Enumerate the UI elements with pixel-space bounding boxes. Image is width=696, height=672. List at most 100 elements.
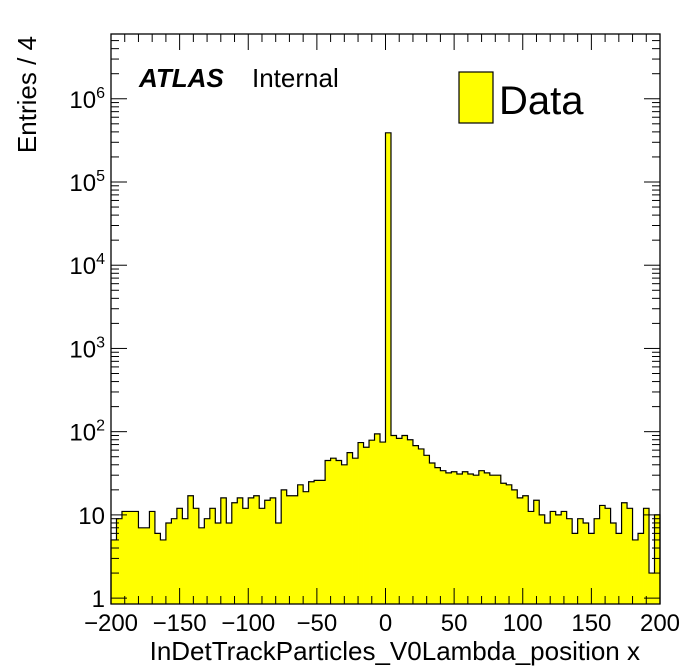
y-tick-label: 1: [92, 586, 105, 613]
histogram-bar: [390, 435, 397, 604]
histogram-bar: [138, 527, 145, 604]
histogram-bar: [319, 480, 326, 604]
histogram-bar: [434, 467, 441, 604]
x-tick-label: −100: [221, 610, 275, 637]
histogram-bar: [440, 470, 447, 604]
histogram-bar: [374, 433, 381, 604]
histogram-bar: [385, 132, 392, 604]
histogram-bar: [533, 500, 540, 604]
histogram-bar: [369, 440, 375, 604]
histogram-bar: [248, 497, 255, 604]
histogram-bar: [226, 522, 233, 604]
histogram-bar: [467, 474, 474, 604]
histogram-bar: [429, 463, 436, 604]
histogram-bar: [198, 527, 205, 604]
histogram-bar: [517, 497, 524, 604]
axis-ticks: [110, 33, 661, 604]
histogram-bar: [649, 573, 655, 604]
y-tick-label: 105: [69, 168, 105, 197]
histogram-bar: [182, 518, 189, 604]
histogram-bar: [418, 448, 425, 604]
histogram-bar: [165, 522, 172, 604]
histogram-bar: [621, 502, 628, 604]
histogram-bar: [281, 489, 288, 604]
x-tick-label: −50: [297, 610, 338, 637]
histogram-bar: [292, 495, 299, 604]
histogram-bar: [478, 470, 485, 604]
histogram-bar: [544, 522, 551, 604]
histogram-bar: [204, 518, 211, 604]
x-tick-label: 0: [379, 610, 392, 637]
histogram-bar: [314, 480, 321, 604]
histogram-bar: [627, 508, 633, 604]
histogram-bar: [654, 514, 661, 604]
histogram-bar: [561, 511, 568, 604]
histogram-bar: [401, 435, 408, 604]
histogram-bar: [231, 502, 238, 604]
histogram-bar: [127, 511, 134, 604]
legend-label: Data: [499, 79, 584, 123]
histogram-bar: [187, 495, 194, 604]
y-tick-label: 10: [78, 503, 105, 530]
y-tick-label: 104: [69, 251, 105, 280]
histogram-bar: [555, 514, 562, 604]
histogram-bar: [462, 471, 469, 604]
histogram-bar: [528, 511, 535, 604]
histogram-bar: [495, 475, 502, 604]
histogram-bar: [550, 511, 557, 604]
histogram-bar: [209, 508, 216, 604]
histogram-bar: [605, 508, 611, 604]
histogram-bar: [143, 527, 150, 604]
histogram-bar: [539, 514, 546, 604]
x-tick-label: 100: [503, 610, 543, 637]
histogram-bar: [242, 508, 249, 604]
histogram-bar: [259, 508, 266, 604]
histogram-bar: [522, 495, 529, 604]
histogram-bar: [352, 458, 359, 604]
histogram-bar: [616, 533, 622, 604]
y-tick-label: 102: [69, 418, 105, 447]
histogram-bar: [500, 483, 507, 604]
histogram-bar: [116, 518, 123, 604]
x-tick-label: −150: [153, 610, 207, 637]
histogram-bar: [451, 471, 458, 604]
legend-swatch: [458, 71, 494, 124]
histogram-bar: [347, 452, 353, 604]
histogram-bar: [220, 497, 227, 604]
histogram-bar: [149, 511, 156, 604]
histogram-bar: [572, 533, 579, 604]
y-axis-label: Entries / 4: [12, 36, 42, 153]
histogram-bar: [297, 484, 304, 604]
histogram-bar: [610, 522, 617, 604]
histogram-bar: [275, 522, 282, 604]
histogram-bar: [445, 472, 452, 604]
histogram-outline: [110, 132, 661, 604]
histogram-bar: [330, 458, 337, 604]
histogram-bar: [484, 472, 491, 604]
histogram-bar: [577, 518, 584, 604]
histogram-bar: [237, 497, 244, 604]
histogram-bar: [215, 522, 222, 604]
x-tick-label: 50: [441, 610, 468, 637]
y-tick-label: 103: [69, 334, 105, 363]
histogram-bar: [594, 518, 601, 604]
x-tick-label: −200: [84, 610, 138, 637]
histogram-bar: [643, 508, 650, 604]
y-tick-labels: 1 10 102 103 104 105 106: [69, 85, 105, 613]
histogram-bar: [506, 484, 513, 604]
histogram-bar: [566, 518, 573, 604]
internal-label: Internal: [252, 63, 339, 93]
histogram-bar: [423, 455, 430, 604]
histogram-bar: [308, 481, 315, 604]
histogram-bar: [303, 491, 310, 604]
histogram-bar: [473, 475, 480, 604]
histogram-bar: [511, 489, 518, 604]
legend: Data: [458, 71, 584, 124]
histogram-bar: [270, 497, 277, 604]
x-tick-labels: −200 −150 −100 −50 0 50 100 150 200: [84, 610, 680, 637]
atlas-label: ATLAS: [138, 63, 224, 93]
x-axis-label: InDetTrackParticles_V0Lambda_position x: [150, 636, 640, 666]
histogram-bar: [363, 447, 370, 604]
histogram-bar: [286, 495, 293, 604]
